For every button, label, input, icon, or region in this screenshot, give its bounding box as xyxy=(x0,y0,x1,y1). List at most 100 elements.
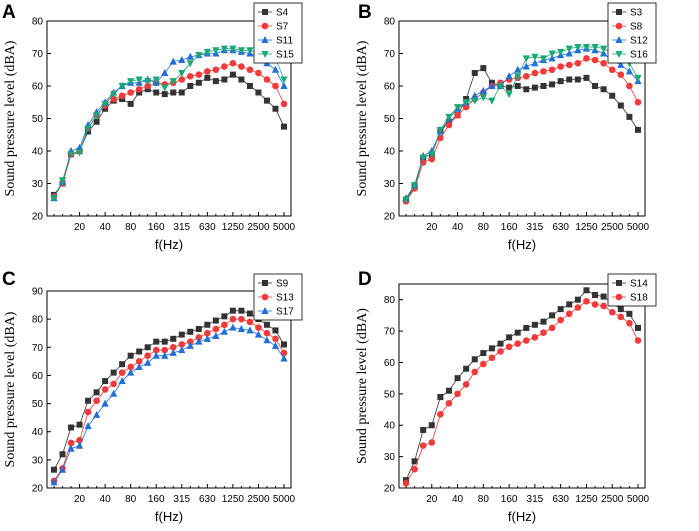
data-point xyxy=(169,348,177,356)
legend-marker xyxy=(261,36,269,43)
data-point xyxy=(118,377,126,385)
data-point xyxy=(212,332,220,340)
data-point xyxy=(420,426,427,433)
series-s14 xyxy=(403,287,641,484)
data-point xyxy=(523,324,530,331)
data-point xyxy=(229,59,237,67)
data-point xyxy=(118,83,126,90)
data-point xyxy=(625,67,634,75)
series-line xyxy=(53,74,285,196)
data-point xyxy=(195,79,202,86)
data-point xyxy=(59,451,66,458)
legend-marker xyxy=(261,22,269,30)
data-point xyxy=(246,318,254,326)
data-point xyxy=(153,89,160,96)
data-point xyxy=(118,92,126,100)
panel-label: B xyxy=(358,2,372,23)
series-line xyxy=(405,57,639,202)
data-point xyxy=(479,94,487,102)
series-line xyxy=(405,67,639,201)
data-point xyxy=(161,338,168,345)
data-point xyxy=(195,325,202,332)
x-tick-label: 630 xyxy=(199,222,216,233)
data-point xyxy=(514,329,521,336)
data-point xyxy=(531,53,539,61)
legend-marker xyxy=(616,280,622,286)
data-point xyxy=(229,45,237,53)
data-point xyxy=(238,63,245,70)
series-line xyxy=(53,327,285,483)
data-point xyxy=(635,126,641,133)
legend-entry: S18 xyxy=(630,293,648,304)
data-point xyxy=(565,49,573,57)
data-point xyxy=(127,78,135,86)
data-point xyxy=(246,326,254,334)
data-point xyxy=(75,149,84,157)
data-point xyxy=(549,312,556,319)
data-point xyxy=(135,76,143,84)
data-point xyxy=(169,57,177,65)
data-point xyxy=(471,356,478,363)
x-axis-title: f(Hz) xyxy=(155,509,183,524)
data-point xyxy=(238,315,245,323)
x-tick-label: 630 xyxy=(552,494,569,505)
data-point xyxy=(76,421,83,428)
data-point xyxy=(557,316,564,324)
panel-label: A xyxy=(2,2,16,23)
data-point xyxy=(178,56,186,63)
x-tick-label: 5000 xyxy=(627,494,650,505)
series-line xyxy=(53,318,285,482)
y-tick-label: 20 xyxy=(32,484,44,495)
data-point xyxy=(84,422,92,430)
data-point xyxy=(101,386,109,393)
data-point xyxy=(161,351,169,359)
data-point xyxy=(254,330,263,338)
series-s16 xyxy=(402,44,642,204)
data-point xyxy=(127,363,134,371)
y-tick-label: 90 xyxy=(32,287,44,298)
series-s8 xyxy=(402,55,642,205)
x-tick-label: 40 xyxy=(452,494,464,505)
data-point xyxy=(497,340,504,347)
y-tick-label: 70 xyxy=(32,49,44,60)
data-point xyxy=(212,78,219,85)
data-point xyxy=(195,71,203,78)
data-point xyxy=(110,91,118,99)
x-tick-label: 160 xyxy=(148,222,165,233)
data-point xyxy=(514,65,522,73)
data-point xyxy=(531,59,539,67)
data-point xyxy=(93,118,100,125)
data-point xyxy=(479,86,487,94)
y-tick-label: 60 xyxy=(384,358,396,369)
data-point xyxy=(92,112,101,120)
data-point xyxy=(462,103,470,111)
data-point xyxy=(186,338,194,345)
data-point xyxy=(437,410,444,418)
data-point xyxy=(600,302,607,310)
x-tick-label: 80 xyxy=(125,494,137,505)
data-point xyxy=(110,369,117,376)
data-point xyxy=(514,340,522,347)
data-point xyxy=(505,91,513,99)
data-point xyxy=(246,66,254,74)
data-point xyxy=(161,346,169,354)
legend-entry: S13 xyxy=(276,293,294,304)
x-tick-label: 160 xyxy=(148,494,165,505)
data-point xyxy=(574,304,582,311)
data-point xyxy=(152,351,160,359)
chart-panel-a: A 20 30 40 50 60 70 80 20 40 80 160 315 630 1250 2500 50… xyxy=(2,2,303,252)
data-point xyxy=(237,47,246,55)
y-tick-label: 70 xyxy=(384,49,396,60)
data-point xyxy=(445,121,453,129)
x-axis-title: f(Hz) xyxy=(508,237,536,252)
data-point xyxy=(617,313,625,321)
data-point xyxy=(135,85,143,93)
x-tick-label: 630 xyxy=(552,222,569,233)
y-tick-label: 60 xyxy=(32,371,44,382)
data-point xyxy=(187,83,194,89)
data-point xyxy=(574,44,582,51)
data-point xyxy=(280,76,288,84)
data-point xyxy=(505,343,513,351)
data-point xyxy=(212,47,220,55)
